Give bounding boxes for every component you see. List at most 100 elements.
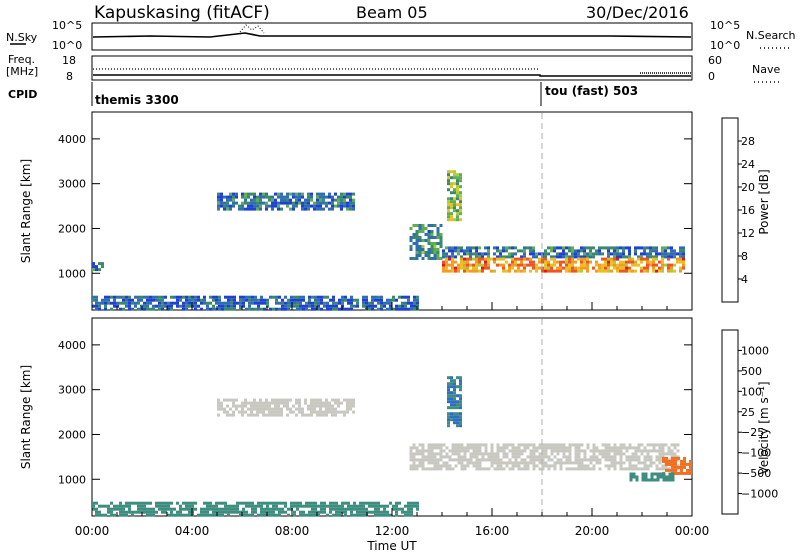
velocity-cell bbox=[149, 501, 152, 505]
velocity-cell bbox=[308, 513, 311, 517]
velocity-cell bbox=[334, 398, 337, 402]
velocity-cell bbox=[256, 401, 259, 405]
velocity-cell bbox=[143, 501, 146, 505]
power-cell bbox=[448, 255, 451, 259]
power-cell bbox=[625, 269, 628, 273]
velocity-cell bbox=[334, 401, 337, 405]
velocity-cell bbox=[643, 461, 647, 465]
velocity-cell bbox=[671, 468, 674, 472]
power-cell bbox=[604, 269, 607, 273]
velocity-cell bbox=[167, 507, 170, 511]
velocity-cell bbox=[319, 413, 322, 417]
power-cell bbox=[487, 246, 490, 250]
velocity-cell bbox=[586, 446, 590, 450]
power-cell bbox=[415, 248, 419, 251]
velocity-cell bbox=[331, 407, 334, 411]
velocity-cell bbox=[472, 449, 476, 453]
power-cell bbox=[583, 257, 586, 261]
power-cell bbox=[577, 255, 580, 259]
power-cell bbox=[164, 295, 167, 299]
velocity-cell bbox=[277, 407, 280, 411]
velocity-cell bbox=[235, 407, 238, 411]
velocity-cell bbox=[140, 504, 143, 508]
power-cell bbox=[456, 203, 459, 207]
power-cell bbox=[311, 304, 314, 308]
velocity-cell bbox=[472, 461, 476, 465]
power-cell bbox=[395, 298, 398, 302]
velocity-cell bbox=[226, 410, 229, 414]
velocity-cell bbox=[433, 452, 437, 456]
power-cell bbox=[456, 173, 459, 177]
velocity-cell bbox=[655, 464, 659, 468]
velocity-cell bbox=[475, 455, 479, 459]
power-cell bbox=[532, 249, 535, 253]
velocity-cell bbox=[278, 501, 281, 505]
power-region-0 bbox=[217, 192, 355, 211]
power-cell bbox=[453, 209, 456, 213]
power-cell bbox=[655, 252, 658, 256]
power-cell bbox=[407, 298, 410, 302]
power-cell bbox=[421, 245, 425, 248]
power-cell bbox=[307, 195, 310, 199]
velocity-cell bbox=[331, 413, 334, 417]
power-cell bbox=[412, 242, 416, 245]
power-cell bbox=[544, 252, 547, 256]
power-cell bbox=[628, 252, 631, 256]
power-cell bbox=[595, 269, 598, 273]
power-cell bbox=[200, 307, 203, 311]
power-cell bbox=[430, 248, 434, 251]
power-cell bbox=[415, 245, 419, 248]
velocity-cell bbox=[447, 385, 450, 389]
power-cell bbox=[559, 255, 562, 259]
velocity-cell bbox=[146, 507, 149, 511]
velocity-cell bbox=[514, 458, 518, 462]
power-cell bbox=[155, 304, 158, 308]
power-cell bbox=[631, 260, 634, 264]
velocity-cell bbox=[526, 443, 530, 447]
velocity-cell bbox=[610, 455, 614, 459]
power-cell bbox=[283, 195, 286, 199]
power-cell bbox=[475, 249, 478, 253]
power-cell bbox=[589, 249, 592, 253]
power-cell bbox=[128, 307, 131, 311]
power-cell bbox=[371, 304, 374, 308]
velocity-cell bbox=[568, 461, 572, 465]
power-cell bbox=[592, 246, 595, 250]
velocity-cell bbox=[424, 449, 428, 453]
power-cell bbox=[613, 246, 616, 250]
power-cell bbox=[661, 249, 664, 253]
power-colorbar-tick-label: 28 bbox=[741, 135, 755, 148]
power-cell bbox=[463, 266, 466, 270]
velocity-cell bbox=[266, 504, 269, 508]
power-cell bbox=[595, 263, 598, 267]
power-cell bbox=[296, 295, 299, 299]
velocity-cell bbox=[634, 452, 638, 456]
power-cell bbox=[589, 255, 592, 259]
velocity-cell bbox=[284, 504, 287, 508]
velocity-cell bbox=[456, 400, 459, 404]
power-cell bbox=[233, 298, 236, 302]
power-cell bbox=[459, 212, 462, 216]
velocity-cell bbox=[179, 510, 182, 514]
power-cell bbox=[616, 255, 619, 259]
velocity-cell bbox=[553, 464, 557, 468]
velocity-cell bbox=[459, 400, 462, 404]
velocity-cell bbox=[334, 410, 337, 414]
velocity-cell bbox=[335, 513, 338, 517]
velocity-cell bbox=[613, 446, 617, 450]
velocity-cell bbox=[523, 461, 527, 465]
power-cell bbox=[574, 252, 577, 256]
velocity-cell bbox=[625, 449, 629, 453]
velocity-cell bbox=[683, 462, 686, 466]
power-cell bbox=[450, 197, 453, 201]
power-cell bbox=[574, 255, 577, 259]
power-cell bbox=[430, 233, 434, 236]
power-cell bbox=[335, 307, 338, 311]
power-cell bbox=[643, 249, 646, 253]
power-cell bbox=[655, 257, 658, 261]
power-cell bbox=[412, 257, 416, 260]
velocity-cell bbox=[632, 472, 636, 476]
power-cell bbox=[226, 198, 229, 202]
velocity-cell bbox=[595, 458, 599, 462]
power-cell bbox=[487, 255, 490, 259]
